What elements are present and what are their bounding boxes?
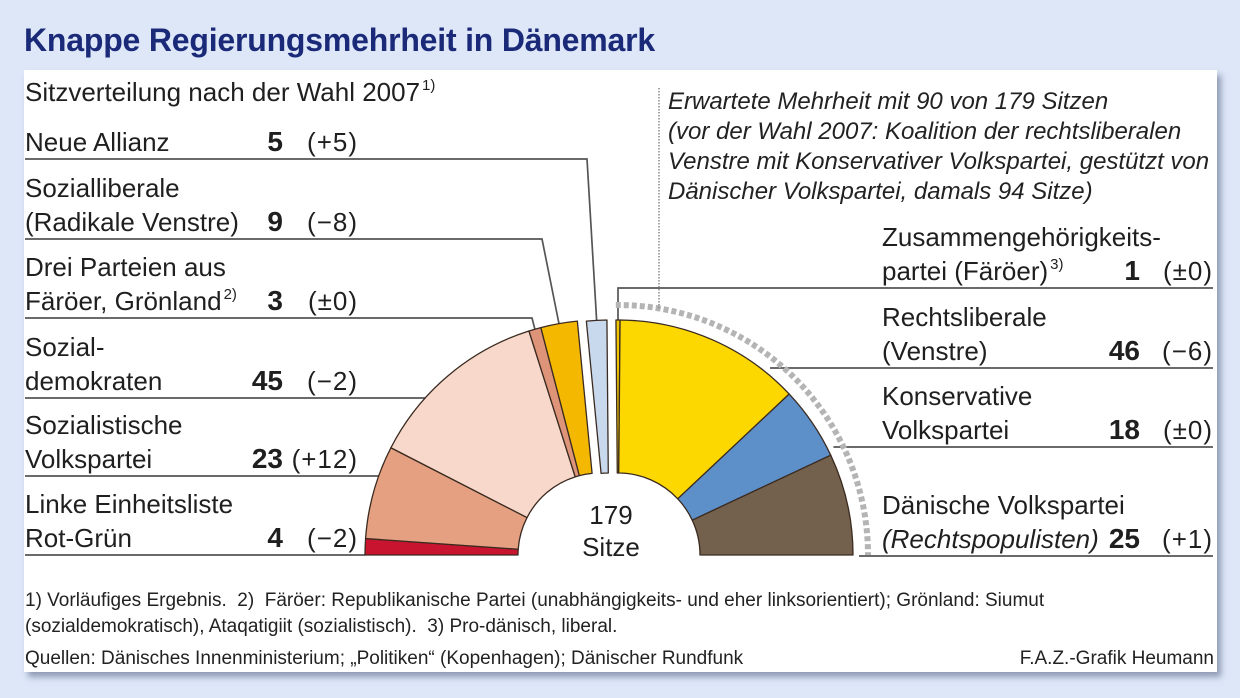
seat-change: (−6) [1162,336,1213,366]
majority-note-line: Dänischer Volkspartei, damals 94 Sitze) [668,178,1093,205]
party-name-line2: Rot-Grün [25,523,132,553]
seat-count: 5 [267,126,283,157]
label-linke-einheitsliste: Linke Einheitsliste Rot-Grün 4 (−2) [25,487,358,555]
party-name-line1: Linke Einheitsliste [25,489,234,519]
total-seats-unit: Sitze [582,532,640,562]
party-name-line2: Volkspartei [882,415,1010,445]
party-name-line2: Volkspartei [25,444,153,474]
seat-change: (+12) [291,444,358,474]
footnote-ref: 1) [422,77,436,94]
seat-wedge-sozial [390,330,576,519]
majority-note: Erwartete Mehrheit mit 90 von 179 Sitzen… [668,87,1209,207]
party-name-line2-wrap: partei (Färöer) 3) [882,254,1213,293]
party-name-line1: Rechtsliberale [882,302,1047,332]
party-name-line2: partei (Färöer) [882,256,1049,286]
label-drei-parteien: Drei Parteien aus Färöer, Grönland 2) 3 (… [25,250,358,318]
label-rechtsliberale: Rechtsliberale (Venstre) 46 (−6) [882,300,1213,368]
seat-wedge-rechtsliberale [618,319,790,500]
seat-change: (±0) [307,286,358,316]
graphic-credit: F.A.Z.-Grafik Heumann [1019,648,1214,669]
label-daenische-volkspartei: Dänische Volkspartei (Rechtspopulisten) … [882,488,1213,556]
sources-line: Quellen: Dänisches Innenministerium; „Po… [25,648,744,669]
party-name-line1: Sozialistische [25,410,183,440]
seat-count: 45 [251,365,283,396]
leader-line-zusammengehörigkeits [617,287,1213,320]
seat-wedge-sozialliberale [540,320,593,477]
seat-change: (+5) [307,127,358,157]
seat-count: 1 [1124,255,1140,286]
party-name-line1: Zusammengehörigkeits- [882,222,1161,252]
party-name-line1: Sozial- [25,332,105,362]
footnote-line: (sozialdemokratisch), Ataqatigiit (sozia… [25,616,618,637]
label-konservative: Konservative Volkspartei 18 (±0) [882,379,1213,447]
leader-line-drei-parteien-aus [25,317,536,330]
label-neue-allianz: Neue Allianz 5 (+5) [25,125,358,159]
seat-count: 4 [267,522,283,553]
party-name-line1: Sozialliberale [25,173,180,203]
majority-indicator [615,88,871,556]
party-name-line2: demokraten [25,366,163,396]
party-name-line1: Konservative [882,381,1033,411]
seat-count: 3 [267,285,283,316]
party-name: Neue Allianz [25,127,170,157]
label-zusammengehoerigkeitspartei: Zusammengehörigkeits- partei (Färöer) 3) … [882,220,1213,288]
footnote-line: 1) Vorläufiges Ergebnis. 2) Färöer: Repu… [25,590,1045,611]
seat-change: (±0) [1162,415,1213,445]
party-name-line2-wrap: Färöer, Grönland 2) [25,284,358,323]
seat-wedges [364,319,854,556]
party-name-line2: (Venstre) [882,336,988,366]
footnote-ref: 2) [223,286,237,303]
party-name-line2: Färöer, Grönland [25,286,222,316]
seat-wedge-neue-allianz [585,319,609,475]
label-sozialdemokraten: Sozial- demokraten 45 (−2) [25,330,358,398]
majority-arc [615,302,871,556]
total-seats-value: 179 [589,500,633,530]
leader-line-neue-allianz [25,158,598,321]
party-name-line1: Drei Parteien aus [25,252,226,282]
leader-lines [25,158,1213,557]
chart-title: Knappe Regierungsmehrheit in Dänemark [24,22,655,58]
seat-count: 9 [267,206,283,237]
majority-note-line: Erwartete Mehrheit mit 90 von 179 Sitzen [668,88,1109,115]
leader-line-sozialliberale [25,238,560,324]
chart-subtitle: Sitzverteilung nach der Wahl 2007 1) [25,75,435,114]
seat-change: (−2) [307,366,358,396]
footnote-ref: 3) [1050,256,1064,273]
label-sozialliberale: Sozialliberale (Radikale Venstre) 9 (−8) [25,171,358,239]
party-name-line2: (Radikale Venstre) [25,207,239,237]
seat-change: (−2) [307,523,358,553]
seat-change: (±0) [1162,256,1213,286]
seat-count: 46 [1108,335,1140,366]
seat-change: (+1) [1162,524,1213,554]
seat-count: 23 [251,443,283,474]
subtitle-text: Sitzverteilung nach der Wahl 2007 [25,77,421,107]
majority-note-line: (vor der Wahl 2007: Koalition der rechts… [668,118,1182,145]
seat-change: (−8) [307,207,358,237]
majority-note-line: Venstre mit Konservativer Volkspartei, g… [668,148,1210,175]
party-name-line2: (Rechtspopulisten) [882,524,1099,554]
party-name-line1: Dänische Volkspartei [882,490,1125,520]
seat-count: 25 [1108,523,1140,554]
seat-wedge-dänische-volkspartei [691,454,854,556]
label-sozialistische-volkspartei: Sozialistische Volkspartei 23 (+12) [25,408,358,476]
seat-count: 18 [1108,414,1140,445]
